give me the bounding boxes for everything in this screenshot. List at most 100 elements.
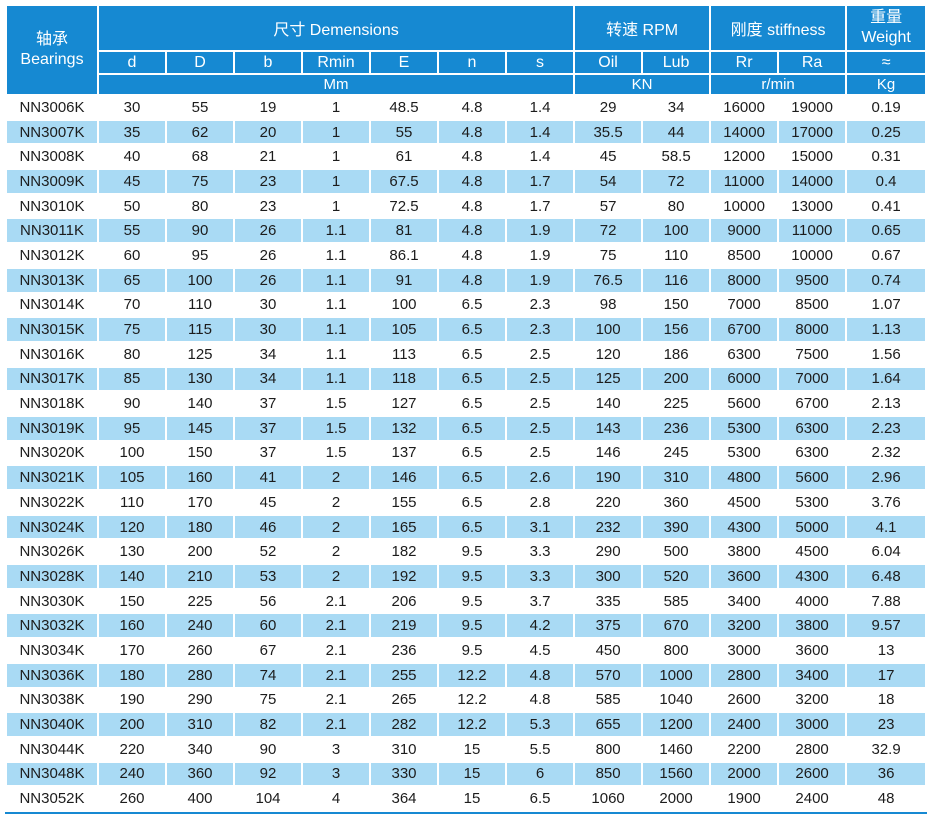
value-cell: 16000: [711, 96, 778, 119]
table-row: NN3006K 30 55 19 1 48.5 4.8 1.4 29 34 16000 19000 0.…: [7, 96, 926, 119]
value-cell: 655: [575, 713, 642, 736]
value-cell: 6.5: [439, 515, 505, 539]
bearing-name-cell: NN3009K: [7, 170, 97, 193]
value-cell: 4.8: [439, 268, 505, 292]
value-cell: 110: [167, 293, 233, 317]
value-cell: 2000: [643, 787, 710, 810]
value-cell: 192: [371, 565, 437, 588]
value-cell: 90: [235, 737, 301, 761]
value-cell: 1.7: [507, 194, 574, 218]
value-cell: 53: [235, 565, 301, 588]
value-cell: 8500: [779, 293, 846, 317]
table-row: NN3020K 100 150 37 1.5 137 6.5 2.5 146 245 5300 630…: [7, 441, 926, 465]
value-cell: 15: [439, 787, 505, 810]
value-cell: 1.64: [847, 367, 926, 391]
value-cell: 2: [303, 491, 369, 514]
value-cell: 2.1: [303, 663, 369, 687]
value-cell: 190: [99, 688, 165, 712]
value-cell: 61: [371, 145, 437, 169]
table-row: NN3044K 220 340 90 3 310 15 5.5 800 1460 2200 2800 3…: [7, 737, 926, 761]
value-cell: 55: [99, 219, 165, 243]
bearing-name-cell: NN3034K: [7, 639, 97, 662]
value-cell: 26: [235, 268, 301, 292]
value-cell: 11000: [779, 219, 846, 243]
value-cell: 105: [371, 318, 437, 341]
table-row: NN3048K 240 360 92 3 330 15 6 850 1560 2000 2600 36: [7, 762, 926, 786]
value-cell: 1.9: [507, 244, 574, 267]
bearing-name-cell: NN3022K: [7, 491, 97, 514]
value-cell: 225: [643, 392, 710, 415]
value-cell: 3.7: [507, 589, 574, 613]
value-cell: 2.3: [507, 293, 574, 317]
value-cell: 4: [303, 787, 369, 810]
value-cell: 1.5: [303, 392, 369, 415]
value-cell: 585: [643, 589, 710, 613]
value-cell: 2.1: [303, 614, 369, 638]
table-row: NN3015K 75 115 30 1.1 105 6.5 2.3 100 156 6700 8000…: [7, 318, 926, 341]
value-cell: 360: [167, 762, 233, 786]
value-cell: 2: [303, 515, 369, 539]
value-cell: 364: [371, 787, 437, 810]
value-cell: 260: [167, 639, 233, 662]
value-cell: 80: [99, 342, 165, 366]
value-cell: 155: [371, 491, 437, 514]
value-cell: 340: [167, 737, 233, 761]
value-cell: 3400: [779, 663, 846, 687]
value-cell: 9.5: [439, 614, 505, 638]
value-cell: 13: [847, 639, 926, 662]
value-cell: 1.5: [303, 441, 369, 465]
value-cell: 105: [99, 466, 165, 489]
value-cell: 30: [235, 293, 301, 317]
value-cell: 1900: [711, 787, 778, 810]
value-cell: 3000: [779, 713, 846, 736]
value-cell: 4800: [711, 466, 778, 489]
value-cell: 100: [575, 318, 642, 341]
value-cell: 3600: [779, 639, 846, 662]
unit-header-mm: Mm: [99, 75, 574, 94]
value-cell: 2.5: [507, 441, 574, 465]
bearing-name-cell: NN3015K: [7, 318, 97, 341]
value-cell: 5300: [711, 441, 778, 465]
value-cell: 265: [371, 688, 437, 712]
value-cell: 335: [575, 589, 642, 613]
value-cell: 0.65: [847, 219, 926, 243]
value-cell: 4.8: [439, 145, 505, 169]
value-cell: 2.13: [847, 392, 926, 415]
value-cell: 104: [235, 787, 301, 810]
value-cell: 2.5: [507, 342, 574, 366]
value-cell: 4500: [779, 540, 846, 564]
value-cell: 2.5: [507, 367, 574, 391]
table-row: NN3009K 45 75 23 1 67.5 4.8 1.7 54 72 11000 14000 0.…: [7, 170, 926, 193]
table-row: NN3008K 40 68 21 1 61 4.8 1.4 45 58.5 12000 15000 0.…: [7, 145, 926, 169]
value-cell: 4.1: [847, 515, 926, 539]
value-cell: 310: [643, 466, 710, 489]
value-cell: 5300: [711, 416, 778, 440]
value-cell: 6700: [779, 392, 846, 415]
value-cell: 7000: [711, 293, 778, 317]
value-cell: 4.8: [439, 194, 505, 218]
value-cell: 236: [371, 639, 437, 662]
value-cell: 400: [167, 787, 233, 810]
value-cell: 165: [371, 515, 437, 539]
value-cell: 200: [643, 367, 710, 391]
value-cell: 186: [643, 342, 710, 366]
value-cell: 91: [371, 268, 437, 292]
value-cell: 670: [643, 614, 710, 638]
bearings-header-zh: 轴承: [35, 31, 68, 48]
value-cell: 75: [575, 244, 642, 267]
value-cell: 6.5: [439, 392, 505, 415]
value-cell: 143: [575, 416, 642, 440]
value-cell: 180: [167, 515, 233, 539]
value-cell: 9.5: [439, 565, 505, 588]
value-cell: 6.5: [439, 342, 505, 366]
value-cell: 200: [167, 540, 233, 564]
value-cell: 9.57: [847, 614, 926, 638]
dimensions-group-header: 尺寸 Demensions: [99, 6, 574, 50]
value-cell: 62: [167, 120, 233, 144]
value-cell: 3.76: [847, 491, 926, 514]
value-cell: 35: [99, 120, 165, 144]
value-cell: 82: [235, 713, 301, 736]
value-cell: 12000: [711, 145, 778, 169]
value-cell: 2600: [779, 762, 846, 786]
value-cell: 45: [575, 145, 642, 169]
